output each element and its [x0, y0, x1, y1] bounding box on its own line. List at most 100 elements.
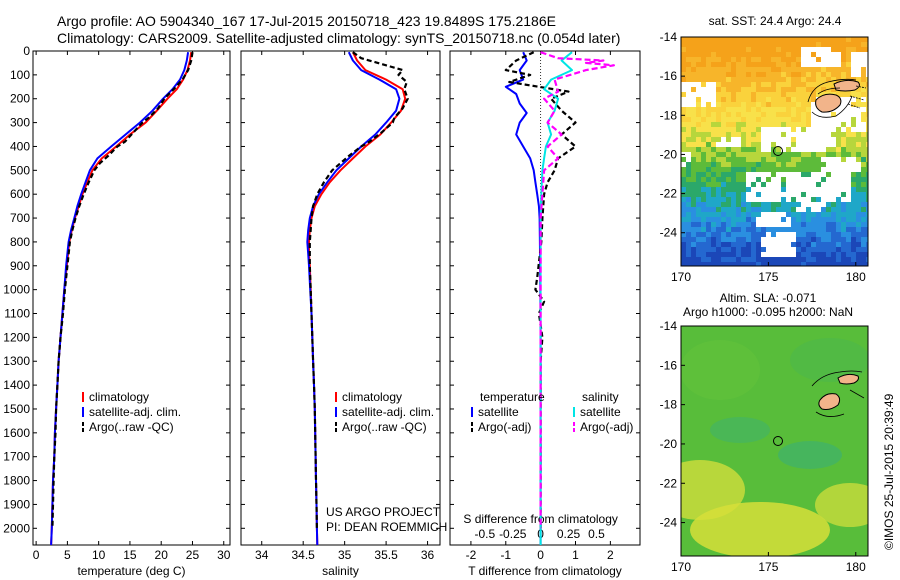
sst-cell — [696, 192, 701, 197]
sst-cell — [846, 37, 851, 42]
sst-cell — [721, 197, 726, 202]
sst-cell — [866, 252, 868, 257]
sst-cell — [771, 52, 776, 57]
sst-cell — [736, 257, 741, 262]
sst-cell — [761, 57, 766, 62]
sst-cell — [806, 212, 811, 217]
sst-cell — [726, 202, 731, 207]
sst-cell — [771, 87, 776, 92]
sst-cell — [846, 257, 851, 262]
sst-cell — [786, 112, 791, 117]
sst-cell — [746, 37, 751, 42]
sst-cell — [856, 97, 861, 102]
sst-cell — [766, 207, 771, 212]
sst-cell — [691, 237, 696, 242]
sst-cell — [716, 162, 721, 167]
sst-cell — [701, 227, 706, 232]
sst-cell — [851, 222, 856, 227]
sst-cell — [706, 52, 711, 57]
sst-cell — [691, 202, 696, 207]
sst-cell — [786, 72, 791, 77]
sst-cell — [801, 162, 806, 167]
sst-cell — [681, 117, 686, 122]
sst-cell — [706, 162, 711, 167]
sst-cell — [801, 152, 806, 157]
sst-cell — [761, 232, 766, 237]
sst-cell — [696, 182, 701, 187]
sst-cell — [781, 187, 786, 192]
sst-cell — [726, 87, 731, 92]
sst-cell — [741, 137, 746, 142]
sst-cell — [696, 112, 701, 117]
sst-cell — [806, 227, 811, 232]
sst-cell — [806, 92, 811, 97]
sst-cell — [726, 237, 731, 242]
sst-cell — [701, 52, 706, 57]
sst-cell — [681, 172, 686, 177]
sst-cell — [811, 197, 816, 202]
depth-tick-label: 100 — [10, 68, 30, 82]
sst-cell — [731, 192, 736, 197]
sst-cell — [691, 122, 696, 127]
sst-cell — [726, 67, 731, 72]
sst-cell — [731, 102, 736, 107]
sst-cell — [791, 162, 796, 167]
sst-cell — [806, 232, 811, 237]
sst-cell — [861, 147, 866, 152]
sst-cell — [846, 242, 851, 247]
sal-xtick-label: 34.5 — [292, 548, 316, 562]
sst-cell — [856, 187, 861, 192]
sst-cell — [706, 112, 711, 117]
sst-cell — [696, 252, 701, 257]
sst-cell — [786, 157, 791, 162]
sst-cell — [696, 167, 701, 172]
sst-cell — [836, 262, 841, 266]
sst-cell — [736, 227, 741, 232]
sst-cell — [786, 262, 791, 266]
project-line1: US ARGO PROJECT — [326, 505, 441, 519]
sst-cell — [801, 232, 806, 237]
sst-cell — [696, 122, 701, 127]
sst-cell — [741, 102, 746, 107]
sst-cell — [761, 107, 766, 112]
sst-cell — [786, 257, 791, 262]
sst-cell — [731, 167, 736, 172]
sst-cell — [856, 257, 861, 262]
sst-cell — [861, 42, 866, 47]
sst-cell — [741, 222, 746, 227]
diff-xtick-label: 0 — [537, 548, 544, 562]
sst-cell — [771, 67, 776, 72]
sst-cell — [851, 177, 856, 182]
sst-cell — [751, 87, 756, 92]
sst-cell — [756, 177, 761, 182]
sst-cell — [861, 82, 866, 87]
sst-cell — [701, 232, 706, 237]
sst-cell — [736, 162, 741, 167]
sst-cell — [701, 147, 706, 152]
sst-cell — [846, 92, 851, 97]
sst-cell — [836, 132, 841, 137]
sst-cell — [866, 197, 868, 202]
sst-cell — [711, 132, 716, 137]
diff-xlabel: T difference from climatology — [468, 564, 622, 578]
sst-cell — [791, 167, 796, 172]
sst-cell — [846, 132, 851, 137]
sst-cell — [866, 42, 868, 47]
sst-cell — [681, 132, 686, 137]
sst-cell — [711, 257, 716, 262]
sst-cell — [791, 242, 796, 247]
sst-cell — [696, 77, 701, 82]
sal-xtick-label: 34 — [255, 548, 269, 562]
sst-cell — [776, 227, 781, 232]
sst-cell — [786, 162, 791, 167]
sst-cell — [681, 107, 686, 112]
sst-cell — [711, 122, 716, 127]
sst-cell — [686, 187, 691, 192]
sst-cell — [861, 227, 866, 232]
sst-cell — [826, 42, 831, 47]
sst-cell — [796, 67, 801, 72]
sst-cell — [861, 197, 866, 202]
sst-cell — [851, 212, 856, 217]
depth-tick-label: 1800 — [3, 474, 30, 488]
sst-cell — [786, 77, 791, 82]
